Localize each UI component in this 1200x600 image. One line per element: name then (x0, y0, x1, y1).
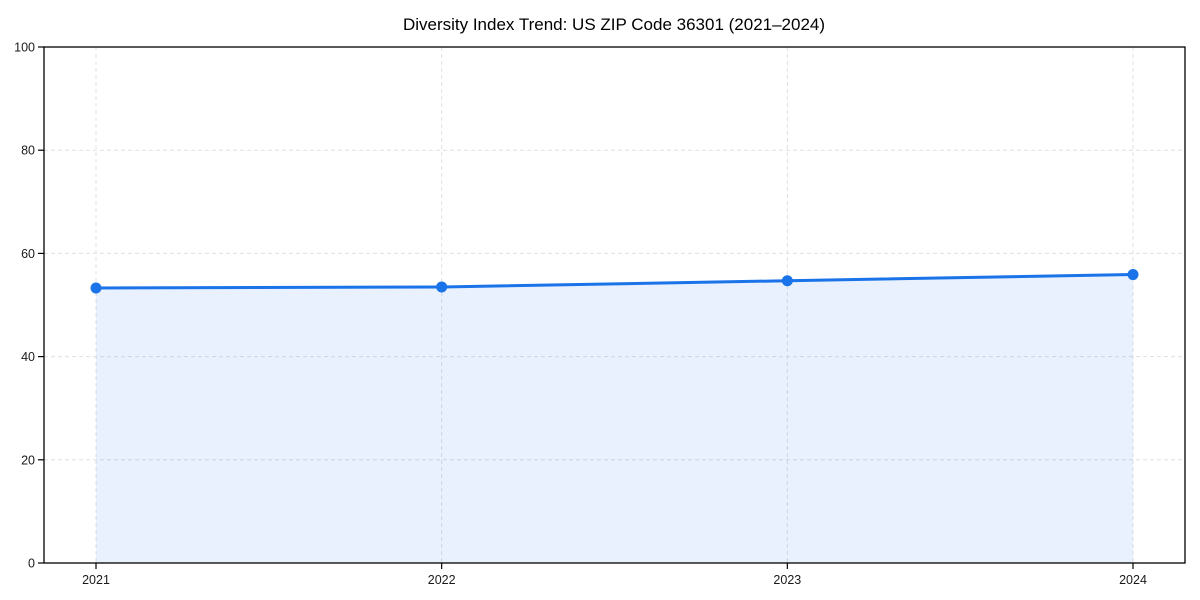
chart-layer: 0 20 40 60 80 100 2021 2022 2023 2024 (14, 41, 1186, 587)
y-tick-label: 20 (21, 453, 35, 467)
data-point-2024 (1127, 269, 1139, 281)
y-tick-label: 60 (21, 247, 35, 261)
x-tick-label: 2023 (773, 573, 801, 587)
chart-title: Diversity Index Trend: US ZIP Code 36301… (403, 15, 825, 34)
area-fill (96, 274, 1133, 563)
x-tick-label: 2024 (1119, 573, 1147, 587)
y-tick-label: 0 (28, 557, 35, 571)
x-tick-label: 2021 (82, 573, 110, 587)
y-tick-label: 80 (21, 144, 35, 158)
y-tick-label: 40 (21, 350, 35, 364)
y-tick-label: 100 (14, 41, 35, 55)
x-tick-label: 2022 (428, 573, 456, 587)
plot-border (43, 46, 1186, 564)
data-point-2022 (436, 281, 448, 293)
data-point-2023 (781, 275, 793, 287)
trend-line (94, 273, 1135, 290)
data-point-2021 (90, 282, 102, 294)
